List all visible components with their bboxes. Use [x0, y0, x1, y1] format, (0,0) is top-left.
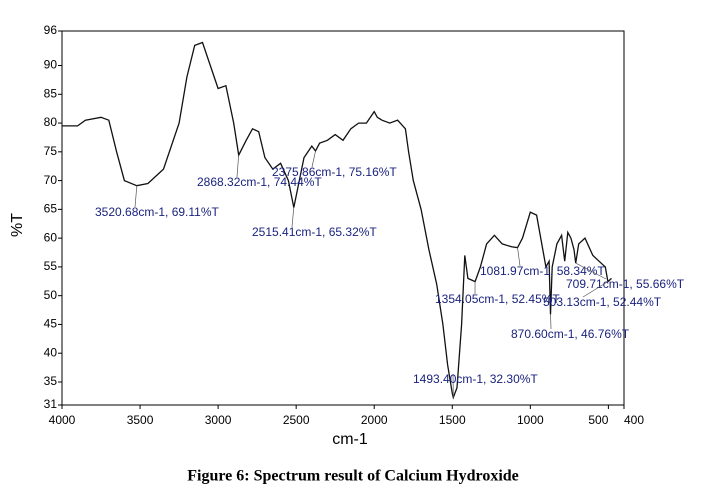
- annotation-leader: [311, 150, 316, 168]
- y-tick-label: 31: [44, 397, 58, 411]
- y-tick-label: 40: [44, 345, 58, 359]
- x-tick-label: 2500: [283, 413, 310, 427]
- annotation-leader: [575, 262, 607, 280]
- annotation-leader: [582, 281, 609, 298]
- annotation-leader: [291, 207, 295, 228]
- annotation-leader: [517, 247, 521, 267]
- annotation-label: 709.71cm-1, 55.66%T: [566, 277, 685, 291]
- y-tick-label: 50: [44, 288, 58, 302]
- y-tick-label: 75: [44, 144, 58, 158]
- annotation-label: 1081.97cm-1, 58.34%T: [480, 264, 605, 278]
- x-axis-label: cm-1: [332, 431, 368, 448]
- annotation-label: 2515.41cm-1, 65.32%T: [252, 225, 377, 239]
- annotation-label: 1493.40cm-1, 32.30%T: [413, 372, 538, 386]
- y-tick-label: 70: [44, 173, 58, 187]
- annotation-label: 1354.05cm-1, 52.45%T: [435, 292, 560, 306]
- annotation-leader: [134, 185, 138, 208]
- x-tick-label: 2000: [361, 413, 388, 427]
- annotation-label: 3520.68cm-1, 69.11%T: [95, 205, 220, 219]
- annotation-label: 870.60cm-1, 46.76%T: [511, 327, 630, 341]
- y-tick-label: 55: [44, 259, 58, 273]
- annotation-label: 2375.86cm-1, 75.16%T: [272, 165, 397, 179]
- y-tick-label: 90: [44, 58, 58, 72]
- spectrum-line: [62, 41, 612, 400]
- x-tick-label: 4000: [49, 413, 76, 427]
- x-tick-label: 1000: [517, 413, 544, 427]
- caption: Figure 6: Spectrum result of Calcium Hyd…: [187, 468, 519, 485]
- y-tick-label: 80: [44, 115, 58, 129]
- y-axis-label: %T: [9, 213, 26, 237]
- y-tick-label: 60: [44, 230, 58, 244]
- annotation-leader: [236, 155, 240, 178]
- x-tick-label: 3500: [127, 413, 154, 427]
- plot-frame: [61, 30, 625, 406]
- x-tick-label: 3000: [205, 413, 232, 427]
- x-tick-label: 500: [588, 413, 608, 427]
- y-tick-label: 96: [44, 23, 58, 37]
- y-tick-label: 85: [44, 86, 58, 100]
- x-tick-label: 400: [624, 413, 644, 427]
- annotation-label: 2868.32cm-1, 74.44%T: [197, 175, 322, 189]
- y-tick-label: 35: [44, 374, 58, 388]
- x-tick-label: 1500: [439, 413, 466, 427]
- y-tick-label: 65: [44, 202, 58, 216]
- y-tick-label: 45: [44, 317, 58, 331]
- annotation-label: 503.13cm-1, 52.44%T: [543, 295, 662, 309]
